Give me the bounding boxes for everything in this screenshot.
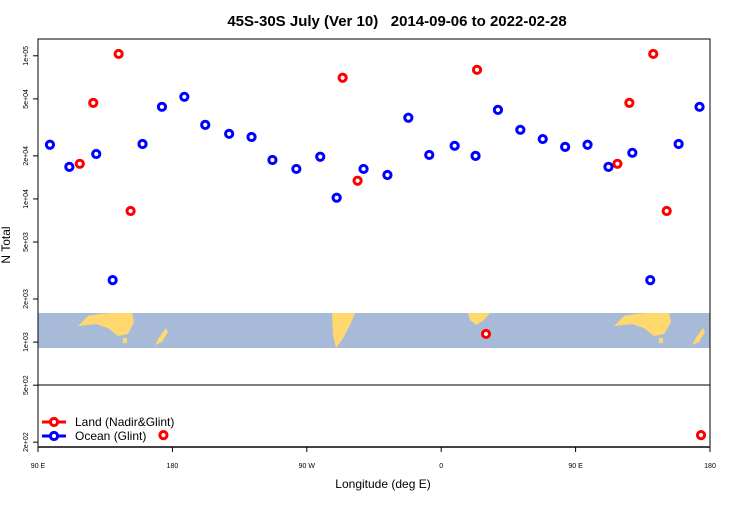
x-tick-label: 0 — [439, 463, 443, 470]
land-data-point — [337, 72, 348, 83]
ocean-data-point — [137, 138, 148, 150]
ocean-data-point — [582, 139, 593, 150]
legend-marker — [48, 416, 60, 428]
y-tick-label: 1e+05 — [23, 46, 30, 66]
legend-label: Ocean (Glint) — [75, 429, 146, 443]
y-axis-label: N Total — [0, 226, 13, 263]
ocean-data-point — [331, 192, 342, 203]
y-tick-label: 5e+02 — [23, 375, 30, 395]
land-data-point — [352, 175, 363, 186]
land-data-point — [125, 205, 136, 217]
x-tick-label: 90 E — [31, 463, 46, 470]
land-data-point — [661, 205, 672, 217]
x-tick-label: 180 — [167, 463, 179, 470]
ocean-data-point — [603, 161, 614, 172]
land-data-point — [648, 48, 659, 60]
land-data-point — [612, 158, 623, 169]
ocean-data-point — [246, 131, 257, 143]
x-axis-label: Longitude (deg E) — [335, 477, 430, 491]
y-tick-label: 5e+04 — [23, 89, 30, 109]
ocean-data-point — [645, 275, 656, 286]
ocean-data-point — [694, 101, 705, 112]
land-data-point — [74, 158, 85, 169]
land-data-point — [113, 48, 124, 60]
land-data-point — [158, 430, 169, 441]
y-tick-label: 5e+03 — [23, 232, 30, 252]
land-data-point — [624, 97, 635, 108]
x-tick-label: 90 E — [568, 463, 583, 470]
map-background — [38, 313, 710, 348]
ocean-data-point — [267, 154, 278, 166]
ocean-data-point — [44, 139, 56, 150]
y-tick-label: 1e+03 — [23, 332, 30, 352]
ocean-data-point — [673, 138, 684, 150]
ocean-data-point — [537, 133, 548, 145]
x-tick-label: 180 — [704, 463, 716, 470]
ocean-data-point — [627, 147, 638, 158]
legend-marker — [48, 430, 60, 442]
x-tick-label: 90 W — [299, 463, 316, 470]
legend-label: Land (Nadir&Glint) — [75, 415, 174, 429]
land-data-point — [471, 64, 483, 75]
y-tick-label: 2e+03 — [23, 289, 30, 309]
y-tick-label: 1e+04 — [23, 189, 30, 209]
ocean-data-point — [492, 104, 504, 115]
ocean-data-point — [449, 140, 460, 151]
land-data-point — [480, 328, 492, 340]
ocean-data-point — [515, 124, 526, 135]
ocean-data-point — [382, 169, 393, 181]
ocean-data-point — [358, 163, 369, 175]
ocean-data-point — [91, 148, 102, 160]
ocean-data-point — [179, 91, 190, 102]
ocean-data-point — [560, 141, 571, 152]
ocean-data-point — [156, 101, 168, 112]
ocean-data-point — [424, 149, 435, 161]
ocean-data-point — [64, 161, 75, 172]
land-data-point — [695, 430, 707, 441]
ocean-data-point — [403, 112, 414, 123]
ocean-data-point — [224, 128, 235, 139]
land-data-point — [88, 97, 99, 108]
y-tick-label: 2e+02 — [23, 432, 30, 452]
ocean-data-point — [291, 163, 302, 175]
y-tick-label: 2e+04 — [23, 146, 30, 166]
ocean-data-point — [315, 151, 326, 162]
ocean-data-point — [107, 275, 118, 286]
ocean-data-point — [470, 150, 481, 161]
chart-title: 45S-30S July (Ver 10) 2014-09-06 to 2022… — [227, 13, 566, 30]
ocean-data-point — [200, 119, 211, 131]
plot-frame — [37, 38, 711, 448]
